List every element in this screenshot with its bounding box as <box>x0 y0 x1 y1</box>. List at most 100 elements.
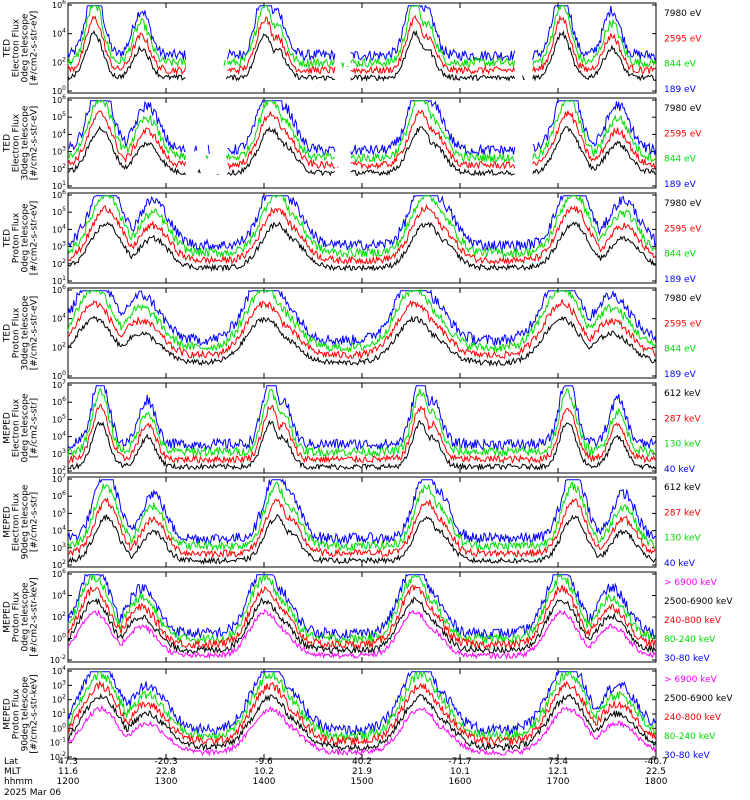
legend-entry: 2595 eV <box>664 34 702 44</box>
legend-entry: 80-240 keV <box>664 635 716 645</box>
x-row-value: 1200 <box>57 777 80 787</box>
series-trace <box>67 478 657 546</box>
y-tick-label: 105 <box>52 507 66 518</box>
series-trace <box>67 584 657 651</box>
x-row-value: 10.2 <box>254 767 274 777</box>
series-trace <box>67 573 657 641</box>
y-tick-label: 104 <box>52 223 66 234</box>
legend-entry: 612 keV <box>664 389 701 399</box>
x-row-value: 73.4 <box>548 757 568 767</box>
series-trace <box>67 481 657 552</box>
legend-entry: 240-800 keV <box>664 713 722 723</box>
legend-entry: > 6900 keV <box>664 675 718 685</box>
x-row-value: 10.1 <box>450 767 470 777</box>
panel-3: 101 102 103 104 105 106 TEDProton Flux0deg tel… <box>3 189 703 286</box>
y-tick-label: 101 <box>52 180 66 191</box>
y-tick-label: 106 <box>52 0 66 10</box>
y-tick-label: 103 <box>52 679 66 690</box>
legend-entry: 30-80 keV <box>664 751 710 761</box>
legend-entry: 2595 eV <box>664 319 702 329</box>
series-trace <box>67 670 657 742</box>
x-row-value: 22.5 <box>646 767 666 777</box>
y-tick-label: 105 <box>52 413 66 424</box>
y-tick-label: 102 <box>52 258 66 269</box>
series-trace <box>67 608 657 661</box>
x-row-value: 11.6 <box>58 767 78 777</box>
legend-entry: 40 keV <box>664 465 696 475</box>
series-trace <box>67 4 657 63</box>
x-row-value: 12.1 <box>548 767 568 777</box>
series-trace <box>67 29 657 82</box>
panel-6: 102 103 104 105 106 107 MEPEDElectron Flux90de… <box>3 473 702 570</box>
legend-entry: 844 eV <box>664 345 697 355</box>
series-trace <box>67 194 657 252</box>
legend-entry: 189 eV <box>664 370 697 380</box>
series-trace <box>67 4 657 70</box>
y-tick-label: 10-1 <box>50 737 66 748</box>
y-axis-label: TEDProton Flux30deg telescope[#/cm2-s-st… <box>3 295 40 370</box>
y-tick-label: 106 <box>52 189 66 200</box>
panel-1: 100 102 104 106 TEDElectron Flux0deg telesco… <box>3 0 703 96</box>
panel-8: 10-2 10-1 100 101 102 103 104 MEPEDProton Flux9… <box>3 665 734 762</box>
legend-entry: 7980 eV <box>664 294 702 304</box>
y-tick-label: 106 <box>52 284 66 295</box>
y-axis-label: TEDProton Flux0deg telescope[#/cm2-s-str… <box>3 201 40 276</box>
y-tick-label: 104 <box>52 590 66 601</box>
y-tick-label: 100 <box>52 85 66 96</box>
x-row-value: -9.6 <box>255 757 273 767</box>
x-row-value: 22.8 <box>156 767 176 777</box>
legend-entry: 189 eV <box>664 85 697 95</box>
legend-entry: 844 eV <box>664 155 697 165</box>
panel-frame <box>67 668 657 760</box>
x-row-value: 21.9 <box>352 767 372 777</box>
series-trace <box>67 98 657 164</box>
series-trace <box>67 670 657 736</box>
y-tick-label: 107 <box>52 379 66 390</box>
x-row-value: 1500 <box>351 777 374 787</box>
x-row-value: -40.7 <box>644 757 667 767</box>
series-trace <box>67 573 657 645</box>
series-trace <box>67 403 657 465</box>
y-tick-label: 100 <box>52 633 66 644</box>
legend-entry: 189 eV <box>664 275 697 285</box>
y-tick-label: 102 <box>52 559 66 570</box>
y-tick-label: 105 <box>52 111 66 122</box>
series-trace <box>67 419 657 472</box>
series-trace <box>67 704 657 757</box>
legend-entry: 844 eV <box>664 250 697 260</box>
y-axis-label: MEPEDElectron Flux0deg telescope[#/cm2-s… <box>3 393 40 463</box>
panel-frame <box>67 287 657 379</box>
y-tick-label: 100 <box>52 370 66 381</box>
series-trace <box>67 596 657 655</box>
y-tick-label: 105 <box>52 206 66 217</box>
y-tick-label: 104 <box>52 525 66 536</box>
panel-4: 100 102 104 106 TEDProton Flux30deg telescop… <box>3 284 703 381</box>
y-axis-label: MEPEDProton Flux0deg telescope[#/cm2-s-s… <box>3 577 40 656</box>
x-row-label: MLT <box>4 767 22 777</box>
series-trace <box>67 14 657 76</box>
x-row-value: 1700 <box>547 777 570 787</box>
x-row-value: 1800 <box>645 777 668 787</box>
series-trace <box>67 109 657 171</box>
series-trace <box>68 125 657 177</box>
y-tick-label: 103 <box>52 542 66 553</box>
y-tick-label: 104 <box>52 313 66 324</box>
series-trace <box>67 203 657 266</box>
x-row-value: 1600 <box>449 777 472 787</box>
y-tick-label: 102 <box>52 56 66 67</box>
series-trace <box>67 497 657 559</box>
x-row-value: -20.3 <box>154 757 177 767</box>
legend-entry: 7980 eV <box>664 104 702 114</box>
y-tick-label: 104 <box>52 431 66 442</box>
y-tick-label: 102 <box>52 341 66 352</box>
y-tick-label: 102 <box>52 611 66 622</box>
y-tick-label: 106 <box>52 568 66 579</box>
legend-entry: 844 eV <box>664 60 697 70</box>
series-trace <box>67 513 657 566</box>
panel-7: 10-2 100 102 104 106 MEPEDProton Flux0deg tel… <box>3 568 734 665</box>
legend-entry: 30-80 keV <box>664 654 710 664</box>
legend-entry: 287 keV <box>664 414 701 424</box>
legend-entry: 2500-6900 keV <box>664 597 733 607</box>
y-tick-label: 104 <box>52 128 66 139</box>
